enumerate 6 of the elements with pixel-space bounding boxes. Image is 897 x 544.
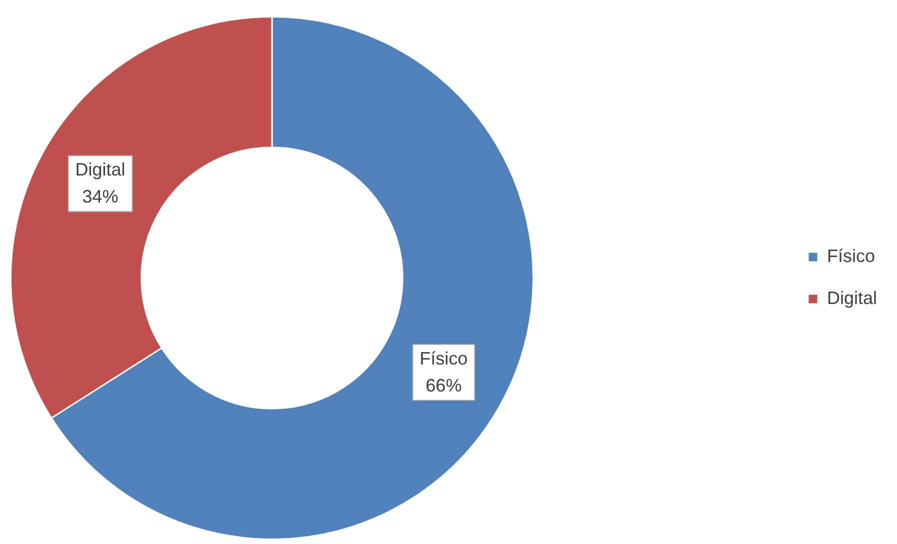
slice-label: Digital bbox=[75, 160, 126, 180]
data-label: 34% bbox=[82, 186, 118, 207]
legend-label: Digital bbox=[826, 288, 878, 308]
slice-label: Físico bbox=[420, 348, 468, 368]
legend-label: Físico bbox=[826, 246, 875, 266]
data-label: 66% bbox=[426, 375, 462, 396]
